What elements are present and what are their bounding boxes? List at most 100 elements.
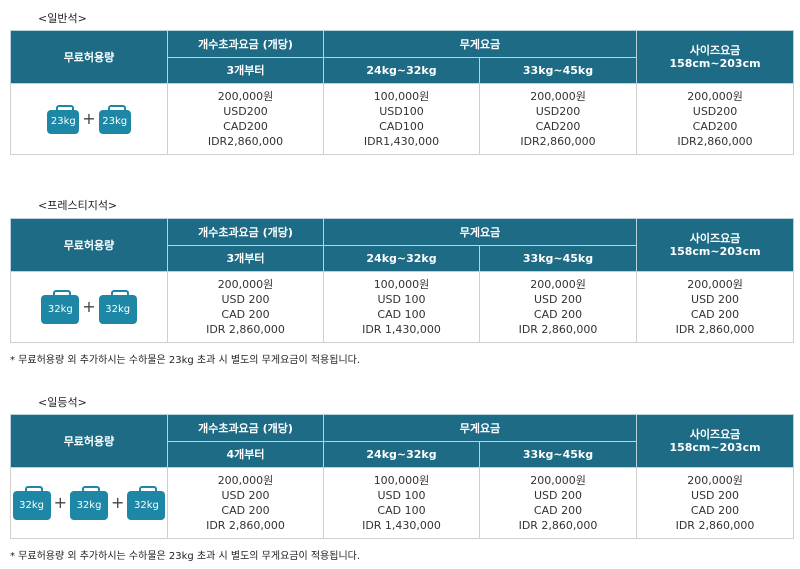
header-size-fee: 사이즈요금 158cm~203cm [636, 218, 795, 272]
fee-krw: 200,000원 [217, 474, 274, 487]
plus-icon: + [82, 297, 96, 316]
section-title: <일반석> [38, 12, 87, 25]
suitcase-icon: 23kg [98, 104, 131, 134]
footnote: * 무료허용량 외 추가하시는 수하물은 23kg 초과 시 별도의 무게요금이… [10, 355, 361, 366]
suitcase-icon: 32kg [127, 486, 166, 520]
fee-krw: 200,000원 [687, 278, 743, 291]
suitcase-icon: 32kg [70, 486, 108, 520]
fee-krw: 200,000원 [687, 474, 743, 487]
fee-idr: IDR 1,430,000 [362, 323, 441, 336]
fee-idr: IDR 2,860,000 [206, 323, 285, 336]
header-weight-range-1: 24kg~32kg [323, 57, 480, 84]
fee-krw: 200,000원 [530, 278, 586, 291]
plus-icon: + [111, 493, 125, 512]
fee-usd: USD100 [379, 105, 424, 118]
baggage-fee-table-economy: 무료허용량 개수초과요금 (개당) 무게요금 사이즈요금 158cm~203cm … [10, 30, 795, 155]
fee-usd: USD 200 [691, 489, 740, 502]
fee-krw: 200,000원 [217, 278, 274, 291]
header-size-fee: 사이즈요금 158cm~203cm [636, 30, 795, 84]
suitcase-icon: 23kg [47, 104, 80, 134]
baggage-fee-table-first: 무료허용량 개수초과요금 (개당) 무게요금 사이즈요금 158cm~203cm … [10, 414, 795, 539]
header-weight-fee: 무게요금 [322, 414, 638, 442]
fee-idr: IDR2,860,000 [207, 135, 284, 148]
fee-krw: 200,000원 [217, 90, 274, 103]
header-weight-range-2: 33kg~45kg [478, 441, 638, 468]
fee-cad: CAD200 [223, 120, 268, 133]
fee-usd: USD 200 [221, 489, 270, 502]
fee-usd: USD 200 [534, 293, 582, 306]
size-fee-label: 사이즈요금 [689, 428, 741, 441]
weight-fee-2-cell: 200,000원 USD200 CAD200 IDR2,860,000 [478, 83, 638, 155]
free-allowance-cell: 32kg + 32kg + 32kg [10, 467, 168, 539]
count-fee-cell: 200,000원 USD 200 CAD 200 IDR 2,860,000 [167, 271, 324, 343]
header-weight-range-1: 24kg~32kg [323, 441, 480, 468]
free-allowance-cell: 23kg + 23kg [10, 83, 168, 155]
fee-krw: 200,000원 [530, 90, 586, 103]
fee-idr: IDR 2,860,000 [518, 323, 598, 336]
weight-fee-1-cell: 100,000원 USD 100 CAD 100 IDR 1,430,000 [323, 467, 480, 539]
header-free-allowance: 무료허용량 [10, 30, 168, 84]
suitcase-icon: 32kg [98, 290, 137, 324]
baggage-fee-table-prestige: 무료허용량 개수초과요금 (개당) 무게요금 사이즈요금 158cm~203cm … [10, 218, 795, 343]
free-allowance-cell: 32kg + 32kg [10, 271, 168, 343]
fee-idr: IDR 2,860,000 [518, 519, 598, 532]
fee-idr: IDR1,430,000 [363, 135, 440, 148]
fee-cad: CAD 200 [690, 308, 740, 321]
header-weight-fee: 무게요금 [322, 30, 638, 58]
fee-cad: CAD200 [535, 120, 581, 133]
fee-krw: 100,000원 [373, 474, 430, 487]
fee-krw: 200,000원 [530, 474, 586, 487]
fee-cad: CAD 200 [533, 504, 583, 517]
fee-cad: CAD 200 [221, 308, 270, 321]
header-weight-range-2: 33kg~45kg [478, 57, 638, 84]
fee-krw: 100,000원 [373, 90, 430, 103]
weight-fee-1-cell: 100,000원 USD100 CAD100 IDR1,430,000 [323, 83, 480, 155]
header-count-start: 3개부터 [167, 245, 324, 272]
size-range-label: 158cm~203cm [669, 57, 761, 70]
fee-usd: USD200 [223, 105, 268, 118]
suitcase-icon: 32kg [12, 486, 51, 520]
fee-usd: USD 100 [377, 293, 426, 306]
header-count-fee: 개수초과요금 (개당) [167, 30, 324, 58]
plus-icon: + [82, 109, 96, 128]
fee-idr: IDR 2,860,000 [675, 323, 755, 336]
size-fee-label: 사이즈요금 [689, 232, 741, 245]
weight-fee-2-cell: 200,000원 USD 200 CAD 200 IDR 2,860,000 [478, 467, 638, 539]
header-size-fee: 사이즈요금 158cm~203cm [636, 414, 795, 468]
size-fee-cell: 200,000원 USD 200 CAD 200 IDR 2,860,000 [636, 467, 795, 539]
size-range-label: 158cm~203cm [669, 245, 761, 258]
fee-cad: CAD200 [692, 120, 738, 133]
header-count-start: 4개부터 [167, 441, 324, 468]
header-free-allowance: 무료허용량 [10, 218, 168, 272]
fee-idr: IDR 2,860,000 [675, 519, 755, 532]
header-weight-fee: 무게요금 [322, 218, 638, 246]
fee-cad: CAD 100 [377, 504, 426, 517]
fee-idr: IDR 1,430,000 [362, 519, 441, 532]
header-free-allowance: 무료허용량 [10, 414, 168, 468]
section-title: <프레스티지석> [38, 199, 118, 212]
fee-cad: CAD100 [379, 120, 424, 133]
fee-idr: IDR 2,860,000 [206, 519, 285, 532]
fee-usd: USD 200 [691, 293, 740, 306]
size-fee-cell: 200,000원 USD 200 CAD 200 IDR 2,860,000 [636, 271, 795, 343]
plus-icon: + [53, 493, 67, 512]
header-weight-range-2: 33kg~45kg [478, 245, 638, 272]
fee-usd: USD 200 [221, 293, 270, 306]
size-fee-cell: 200,000원 USD200 CAD200 IDR2,860,000 [636, 83, 795, 155]
header-count-fee: 개수초과요금 (개당) [167, 218, 324, 246]
fee-usd: USD 100 [377, 489, 426, 502]
fee-cad: CAD 200 [533, 308, 583, 321]
weight-fee-1-cell: 100,000원 USD 100 CAD 100 IDR 1,430,000 [323, 271, 480, 343]
fee-krw: 100,000원 [373, 278, 430, 291]
size-fee-label: 사이즈요금 [689, 44, 741, 57]
suitcase-icon: 32kg [41, 290, 80, 324]
count-fee-cell: 200,000원 USD 200 CAD 200 IDR 2,860,000 [167, 467, 324, 539]
footnote: * 무료허용량 외 추가하시는 수하물은 23kg 초과 시 별도의 무게요금이… [10, 551, 361, 562]
section-title: <일등석> [38, 396, 87, 409]
header-weight-range-1: 24kg~32kg [323, 245, 480, 272]
fee-cad: CAD 200 [221, 504, 270, 517]
fee-idr: IDR2,860,000 [677, 135, 753, 148]
header-count-start: 3개부터 [167, 57, 324, 84]
fee-krw: 200,000원 [687, 90, 743, 103]
fee-idr: IDR2,860,000 [520, 135, 596, 148]
